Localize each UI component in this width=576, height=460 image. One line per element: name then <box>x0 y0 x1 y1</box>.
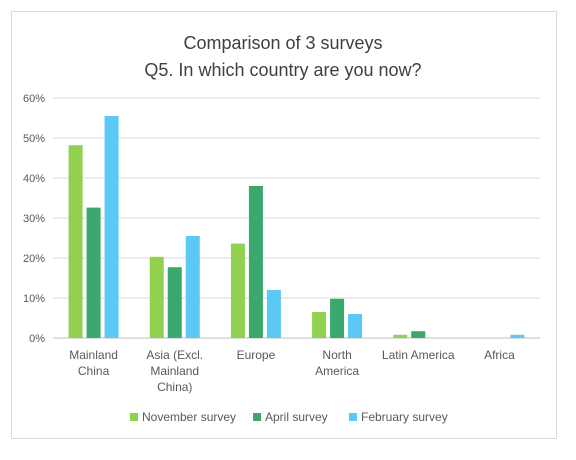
legend-label: April survey <box>265 410 328 424</box>
y-tick-label: 20% <box>23 253 45 265</box>
bar <box>86 207 101 338</box>
x-category-label: Asia (Excl. <box>146 348 203 362</box>
x-category-label: North <box>322 348 351 362</box>
legend-swatch <box>253 413 261 421</box>
x-category-label: Mainland <box>150 364 199 378</box>
bar <box>248 186 263 338</box>
x-category-label: Europe <box>237 348 276 362</box>
bar <box>185 236 200 338</box>
y-tick-label: 0% <box>29 333 45 345</box>
bar <box>167 267 182 338</box>
y-axis-ticks: 0% 10% 20% 30% 40% 50% 60% <box>23 93 45 345</box>
y-tick-label: 50% <box>23 133 45 145</box>
legend: November survey April survey February surv… <box>130 410 448 424</box>
x-category-label: Mainland <box>69 348 118 362</box>
x-category-label: America <box>315 364 359 378</box>
legend-swatch <box>349 413 357 421</box>
bar <box>149 256 164 338</box>
bar <box>230 243 245 338</box>
y-tick-label: 30% <box>23 213 45 225</box>
x-category-label: China) <box>157 380 192 394</box>
y-tick-label: 60% <box>23 93 45 105</box>
y-tick-label: 10% <box>23 293 45 305</box>
x-category-label: Latin America <box>382 348 455 362</box>
x-axis-categories: Mainland China Asia (Excl. Mainland China) Eu… <box>69 348 515 394</box>
legend-label: November survey <box>142 410 236 424</box>
bars <box>68 116 525 338</box>
bar <box>312 312 327 338</box>
bar <box>411 331 426 338</box>
legend-swatch <box>130 413 138 421</box>
bar <box>393 334 408 338</box>
bar <box>330 298 345 338</box>
bar <box>68 145 83 338</box>
y-tick-label: 40% <box>23 173 45 185</box>
bar <box>104 116 119 338</box>
x-category-label: Africa <box>484 348 515 362</box>
gridlines <box>53 97 540 339</box>
chart-frame <box>11 11 557 439</box>
chart-title-line1: Comparison of 3 surveys <box>183 33 382 53</box>
bar <box>510 334 525 338</box>
legend-label: February survey <box>361 410 448 424</box>
x-category-label: China <box>78 364 110 378</box>
bar <box>348 314 363 338</box>
bar <box>266 290 281 338</box>
chart-title-line2: Q5. In which country are you now? <box>144 60 421 80</box>
